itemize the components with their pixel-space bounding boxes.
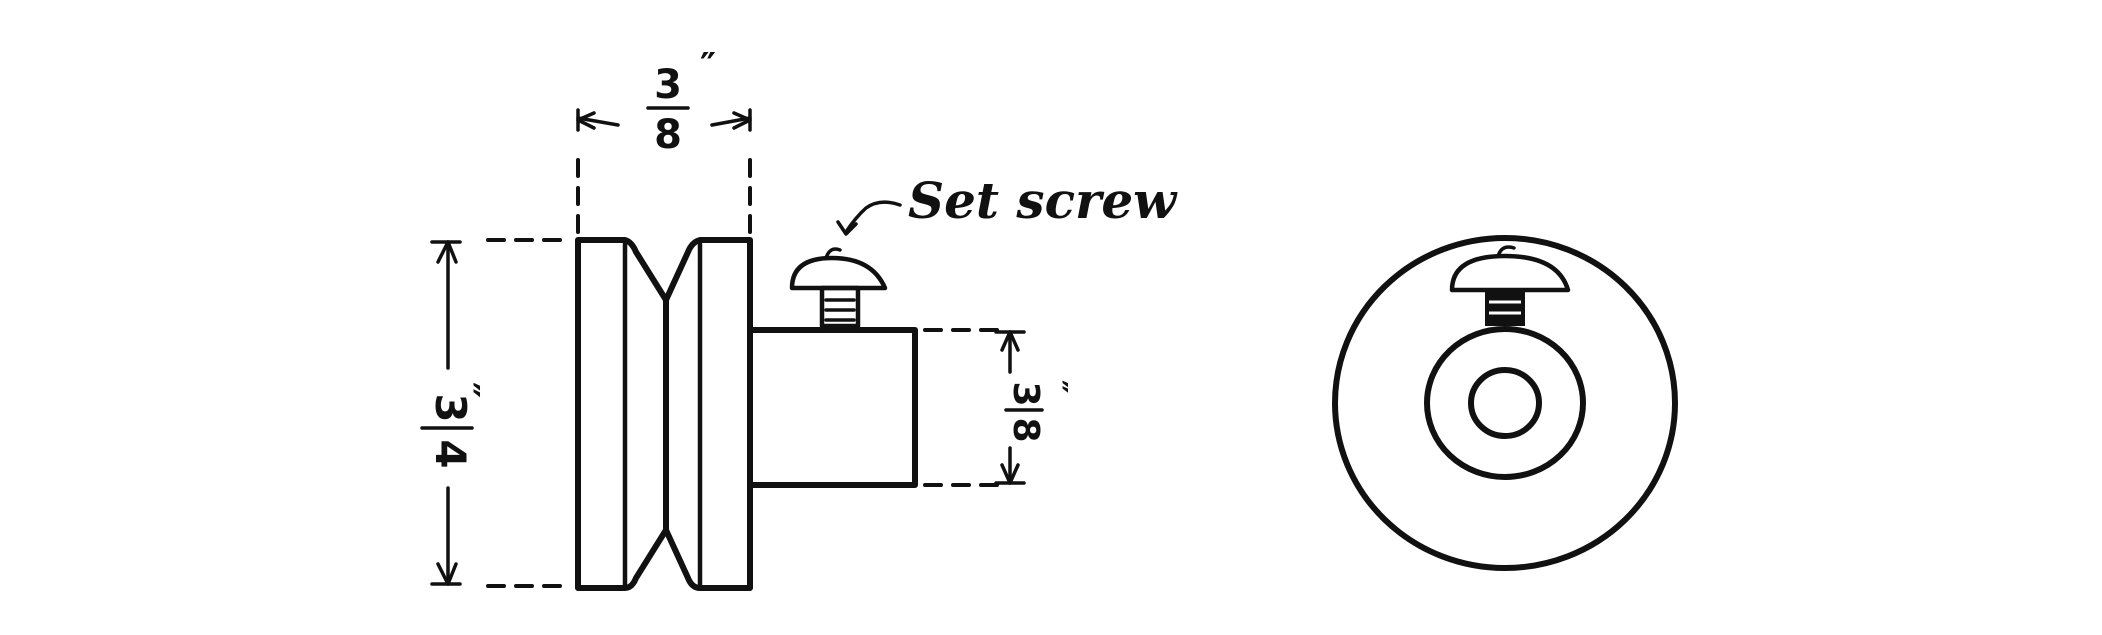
hub-height-unit: ″ [1038, 380, 1073, 393]
top-width-unit: ″ [700, 46, 716, 87]
end-view-outer-rim [1332, 235, 1678, 571]
top-width-numerator: 3 [654, 62, 682, 108]
pulley-height-fraction: 3 4 ″ [420, 382, 486, 469]
pulley-height-unit: ″ [445, 382, 486, 398]
hub-height-fraction: 3 8 ″ [1004, 380, 1073, 443]
hub-height-denominator: 8 [1005, 417, 1046, 442]
hub-height-numerator: 3 [1005, 381, 1046, 406]
set-screw-leader [844, 200, 902, 234]
left-flange [575, 237, 669, 591]
right-flange [663, 237, 753, 591]
hub-height-dimension [994, 330, 1026, 485]
side-view: 3 8 ″ 3 4 ″ [420, 46, 1178, 591]
end-view-bore [1468, 367, 1542, 439]
pulley-height-denominator: 4 [426, 439, 475, 468]
top-width-fraction: 3 8 ″ [646, 46, 716, 158]
pulley-height-dimension [430, 240, 462, 586]
end-view-hub [1424, 326, 1586, 480]
set-screw-label: Set screw [908, 171, 1178, 230]
set-screw-side [789, 247, 888, 329]
top-width-denominator: 8 [654, 112, 682, 158]
set-screw-end [1449, 245, 1571, 326]
end-view [1332, 235, 1678, 571]
pulley-height-numerator: 3 [426, 393, 475, 422]
top-width-dimension [576, 108, 752, 132]
set-screw-leader-arrow [836, 220, 858, 236]
hub [747, 327, 918, 488]
